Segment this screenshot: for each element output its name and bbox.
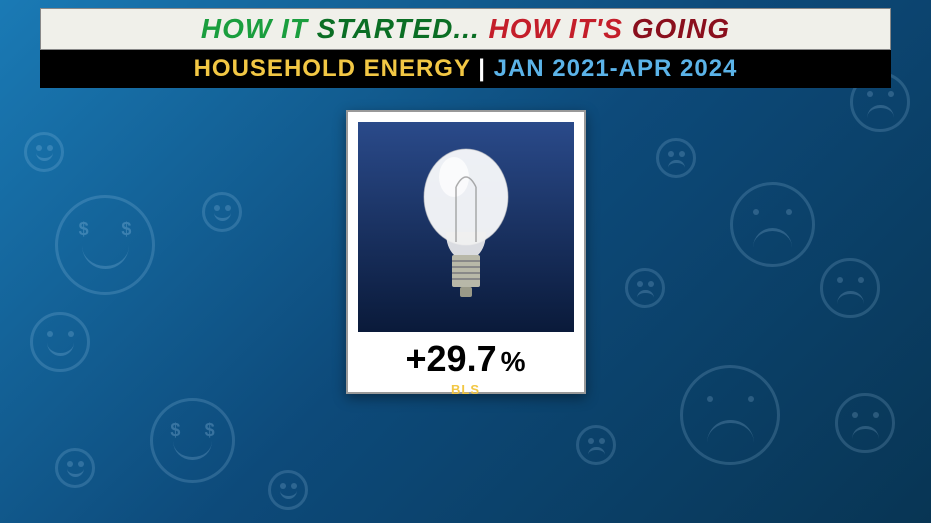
subtitle-daterange: JAN 2021-APR 2024: [494, 55, 738, 82]
title-banner: HOW IT STARTED... HOW IT'S GOING: [40, 8, 891, 50]
subtitle-category: HOUSEHOLD ENERGY: [194, 55, 471, 82]
title-part1: HOW IT: [201, 13, 308, 44]
title-part4: GOING: [632, 13, 730, 44]
source-label: BLS: [451, 382, 480, 397]
stat-unit: %: [501, 346, 526, 377]
title-part2: STARTED...: [317, 13, 480, 44]
stat-card: +29.7%: [346, 110, 586, 394]
title-part3: HOW IT'S: [489, 13, 623, 44]
subtitle-divider: |: [478, 55, 486, 82]
card-value-row: +29.7%: [358, 332, 574, 382]
subtitle-text: HOUSEHOLD ENERGY | JAN 2021-APR 2024: [194, 55, 738, 83]
stat-value: +29.7: [406, 338, 497, 379]
lightbulb-icon: [406, 137, 526, 317]
card-image: [358, 122, 574, 332]
subtitle-banner: HOUSEHOLD ENERGY | JAN 2021-APR 2024: [40, 50, 891, 88]
title-text: HOW IT STARTED... HOW IT'S GOING: [201, 13, 730, 45]
